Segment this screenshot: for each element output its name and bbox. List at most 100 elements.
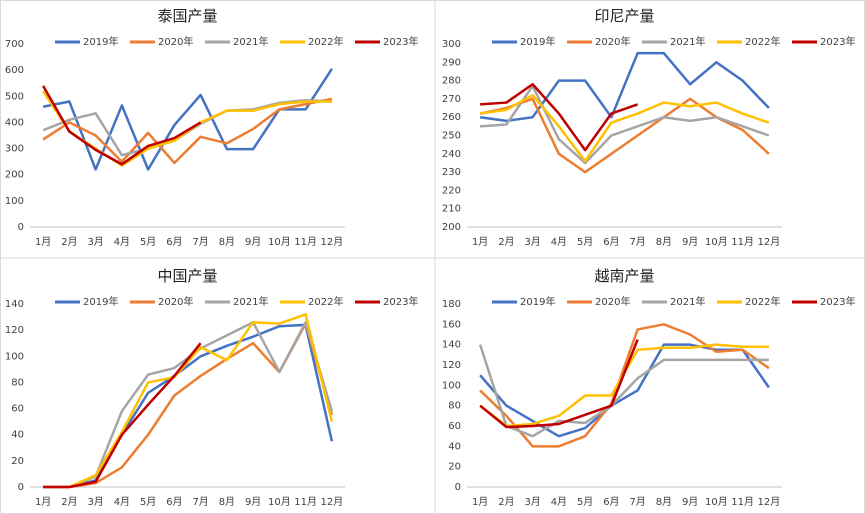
y-tick-label: 290 bbox=[442, 57, 461, 68]
series-line bbox=[479, 93, 770, 163]
y-tick-label: 120 bbox=[5, 325, 24, 336]
series-line bbox=[479, 343, 770, 438]
y-tick-label: 220 bbox=[442, 185, 461, 196]
series-line bbox=[42, 90, 332, 167]
legend-label: 2019年 bbox=[83, 35, 118, 48]
x-tick-label: 2月 bbox=[61, 496, 77, 508]
series-line bbox=[43, 323, 334, 489]
legend-label: 2019年 bbox=[520, 35, 555, 48]
x-tick-label: 7月 bbox=[629, 236, 645, 248]
y-tick-label: 400 bbox=[5, 117, 24, 128]
chart-title: 越南产量 bbox=[594, 267, 654, 285]
x-tick-label: 10月 bbox=[268, 236, 291, 248]
y-tick-label: 100 bbox=[5, 196, 24, 207]
y-tick-label: 280 bbox=[442, 76, 461, 87]
y-tick-label: 200 bbox=[5, 170, 24, 181]
y-tick-label: 80 bbox=[448, 401, 461, 412]
legend-label: 2019年 bbox=[83, 295, 118, 308]
x-tick-label: 5月 bbox=[577, 496, 593, 508]
series-line bbox=[42, 97, 333, 165]
legend-label: 2019年 bbox=[520, 295, 555, 308]
x-tick-label: 8月 bbox=[656, 236, 672, 248]
y-tick-label: 230 bbox=[442, 167, 461, 178]
x-tick-label: 7月 bbox=[192, 236, 208, 248]
y-tick-label: 0 bbox=[455, 482, 461, 493]
legend-label: 2023年 bbox=[820, 295, 855, 308]
series-line bbox=[43, 342, 202, 489]
legend-label: 2022年 bbox=[308, 295, 343, 308]
x-tick-label: 8月 bbox=[656, 496, 672, 508]
chart-title: 中国产量 bbox=[157, 267, 217, 285]
legend-label: 2021年 bbox=[670, 35, 705, 48]
x-tick-label: 8月 bbox=[219, 496, 235, 508]
y-tick-label: 20 bbox=[448, 462, 461, 473]
y-tick-label: 160 bbox=[442, 319, 461, 330]
y-tick-label: 260 bbox=[442, 112, 461, 123]
y-tick-label: 210 bbox=[442, 204, 461, 215]
x-tick-label: 9月 bbox=[682, 236, 698, 248]
x-tick-label: 1月 bbox=[472, 496, 488, 508]
legend-label: 2023年 bbox=[820, 35, 855, 48]
series-line bbox=[43, 322, 334, 489]
x-tick-label: 9月 bbox=[682, 496, 698, 508]
y-tick-label: 700 bbox=[5, 39, 24, 50]
x-tick-label: 6月 bbox=[603, 236, 619, 248]
y-tick-label: 270 bbox=[442, 94, 461, 105]
x-tick-label: 1月 bbox=[472, 236, 488, 248]
series-line bbox=[42, 85, 202, 166]
y-tick-label: 600 bbox=[5, 65, 24, 76]
x-tick-label: 7月 bbox=[192, 496, 208, 508]
legend-label: 2022年 bbox=[308, 35, 343, 48]
chart-title: 印尼产量 bbox=[594, 7, 654, 25]
legend-label: 2022年 bbox=[745, 295, 780, 308]
y-tick-label: 180 bbox=[442, 299, 461, 310]
y-tick-label: 140 bbox=[5, 299, 24, 310]
y-tick-label: 240 bbox=[442, 149, 461, 160]
x-tick-label: 11月 bbox=[731, 236, 754, 248]
series-line bbox=[42, 68, 333, 171]
x-tick-label: 11月 bbox=[294, 236, 317, 248]
x-tick-label: 3月 bbox=[87, 496, 103, 508]
series-line bbox=[43, 321, 334, 489]
x-tick-label: 5月 bbox=[577, 236, 593, 248]
x-tick-label: 3月 bbox=[524, 496, 540, 508]
x-tick-label: 4月 bbox=[551, 496, 567, 508]
legend-label: 2022年 bbox=[745, 35, 780, 48]
x-tick-label: 9月 bbox=[245, 496, 261, 508]
x-tick-label: 2月 bbox=[61, 236, 77, 248]
legend-label: 2020年 bbox=[595, 35, 630, 48]
x-tick-label: 10月 bbox=[705, 496, 728, 508]
legend-label: 2021年 bbox=[670, 295, 705, 308]
x-tick-label: 5月 bbox=[140, 496, 156, 508]
y-tick-label: 300 bbox=[442, 39, 461, 50]
x-tick-label: 9月 bbox=[245, 236, 261, 248]
y-tick-label: 0 bbox=[18, 222, 24, 233]
y-tick-label: 200 bbox=[442, 222, 461, 233]
series-line bbox=[479, 51, 770, 123]
x-tick-label: 8月 bbox=[219, 236, 235, 248]
x-tick-label: 10月 bbox=[268, 496, 291, 508]
legend-label: 2021年 bbox=[233, 35, 268, 48]
legend-label: 2020年 bbox=[595, 295, 630, 308]
y-tick-label: 20 bbox=[11, 456, 24, 467]
x-tick-label: 12月 bbox=[758, 236, 781, 248]
x-tick-label: 3月 bbox=[87, 236, 103, 248]
x-tick-label: 4月 bbox=[551, 236, 567, 248]
y-tick-label: 40 bbox=[11, 430, 24, 441]
y-tick-label: 80 bbox=[11, 377, 24, 388]
legend-label: 2023年 bbox=[383, 35, 418, 48]
series-line bbox=[480, 84, 770, 165]
series-line bbox=[43, 313, 334, 489]
x-tick-label: 10月 bbox=[705, 236, 728, 248]
x-tick-label: 2月 bbox=[498, 496, 514, 508]
x-tick-label: 4月 bbox=[114, 236, 130, 248]
series-line bbox=[479, 323, 770, 448]
x-tick-label: 6月 bbox=[166, 236, 182, 248]
y-tick-label: 120 bbox=[442, 360, 461, 371]
x-tick-label: 4月 bbox=[114, 496, 130, 508]
y-tick-label: 250 bbox=[442, 131, 461, 142]
y-tick-label: 60 bbox=[11, 404, 24, 415]
legend-label: 2020年 bbox=[158, 35, 193, 48]
